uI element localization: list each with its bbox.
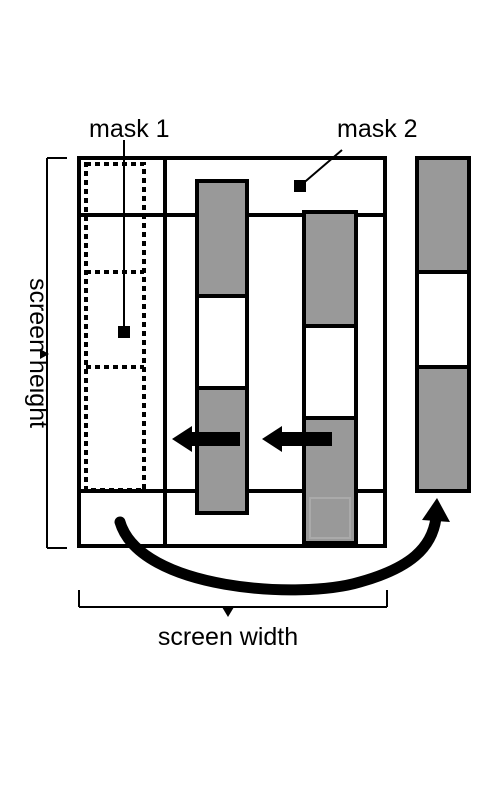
strip-c-gray-top [417,158,469,272]
mask1-label: mask 1 [89,115,170,143]
strip-b-gray-top [304,212,356,326]
strip-a-gray-top [197,181,247,296]
screen-height-bracket [40,157,67,549]
strip-b-window [304,326,356,418]
mask1-dotted-region [84,162,146,492]
mask2-pointer-marker [294,180,306,192]
screen-width-bracket [78,590,388,617]
left-arrow-b [262,426,332,452]
strip-c-gray-bottom [417,367,469,491]
strip-c-outline [415,156,471,493]
strip-b [302,210,358,545]
strip-c [415,156,471,493]
screen-width-label: screen width [158,623,298,651]
strip-b-outline [302,210,358,545]
strip-c-window [417,272,469,367]
strip-a-gray-bottom [197,388,247,513]
screen-height-label: screen height [24,278,52,428]
mask1-pointer-marker [118,326,130,338]
left-arrow-a [172,426,240,452]
strip-a [195,179,249,515]
curved-return-arrow [114,498,450,596]
strip-a-outline [195,179,249,515]
mask2-pointer-line [299,149,343,187]
strip-a-window [197,296,247,388]
mask2-label: mask 2 [337,115,418,143]
strip-b-bottom-cell [309,497,351,539]
